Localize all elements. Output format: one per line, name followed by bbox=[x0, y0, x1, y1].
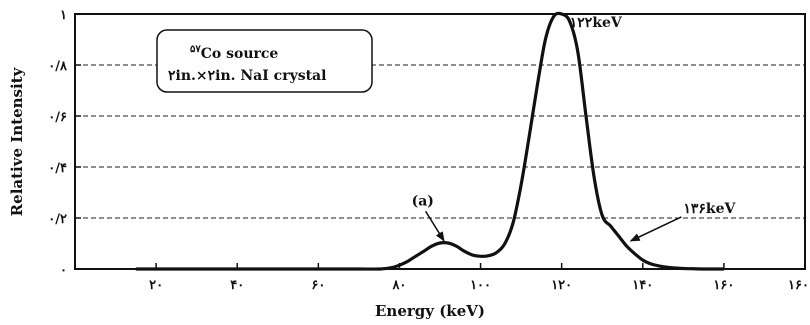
y-tick-label: ۰/۴ bbox=[48, 161, 67, 176]
annotation-arrow bbox=[629, 216, 682, 242]
y-tick-label: ۰/۶ bbox=[48, 110, 67, 125]
y-axis-title: Relative Intensity bbox=[8, 66, 26, 216]
plot-frame bbox=[74, 13, 806, 270]
x-tick-label: ۱۲۰ bbox=[551, 278, 572, 293]
y-tick-label: ۰/۸ bbox=[48, 59, 68, 74]
x-tick-label: ۴۰ bbox=[230, 278, 244, 293]
series-layer bbox=[135, 11, 724, 271]
annotation-label: (a) bbox=[412, 193, 434, 209]
y-tick-label: ۰ bbox=[60, 263, 67, 278]
legend-box-frame bbox=[156, 29, 373, 93]
x-tick-label: ۶۰ bbox=[311, 278, 325, 293]
x-tick-label: ۱۰۰ bbox=[470, 278, 491, 293]
legend-source: Co source bbox=[201, 46, 279, 62]
legend-line-2: ۲in.×۲in. NaI crystal bbox=[168, 68, 326, 84]
x-tick-label: ۲۰ bbox=[149, 278, 163, 293]
x-tick-label: ۱۶۰ bbox=[713, 278, 734, 293]
x-tick-label: ۱۶۰ bbox=[788, 278, 809, 293]
x-tick-label: ۸۰ bbox=[391, 278, 406, 293]
y-tick-label: ۱ bbox=[60, 8, 67, 23]
annotation-layer: ۱۲۲keV ۱۳۶keV (a) bbox=[412, 15, 736, 242]
annotation-label: ۱۳۶keV bbox=[683, 201, 736, 217]
annotation-label: ۱۲۲keV bbox=[570, 15, 623, 31]
legend-line-1: ۵۷Co source bbox=[190, 44, 278, 62]
annotation-arrow bbox=[424, 210, 445, 242]
y-tick-label: ۰/۲ bbox=[48, 212, 67, 227]
legend-superscript: ۵۷ bbox=[190, 44, 201, 55]
x-axis-title: Energy (keV) bbox=[375, 302, 485, 320]
series-line bbox=[135, 11, 724, 271]
legend-box: ۵۷Co source ۲in.×۲in. NaI crystal bbox=[156, 29, 373, 93]
x-tick-label: ۱۴۰ bbox=[632, 278, 653, 293]
